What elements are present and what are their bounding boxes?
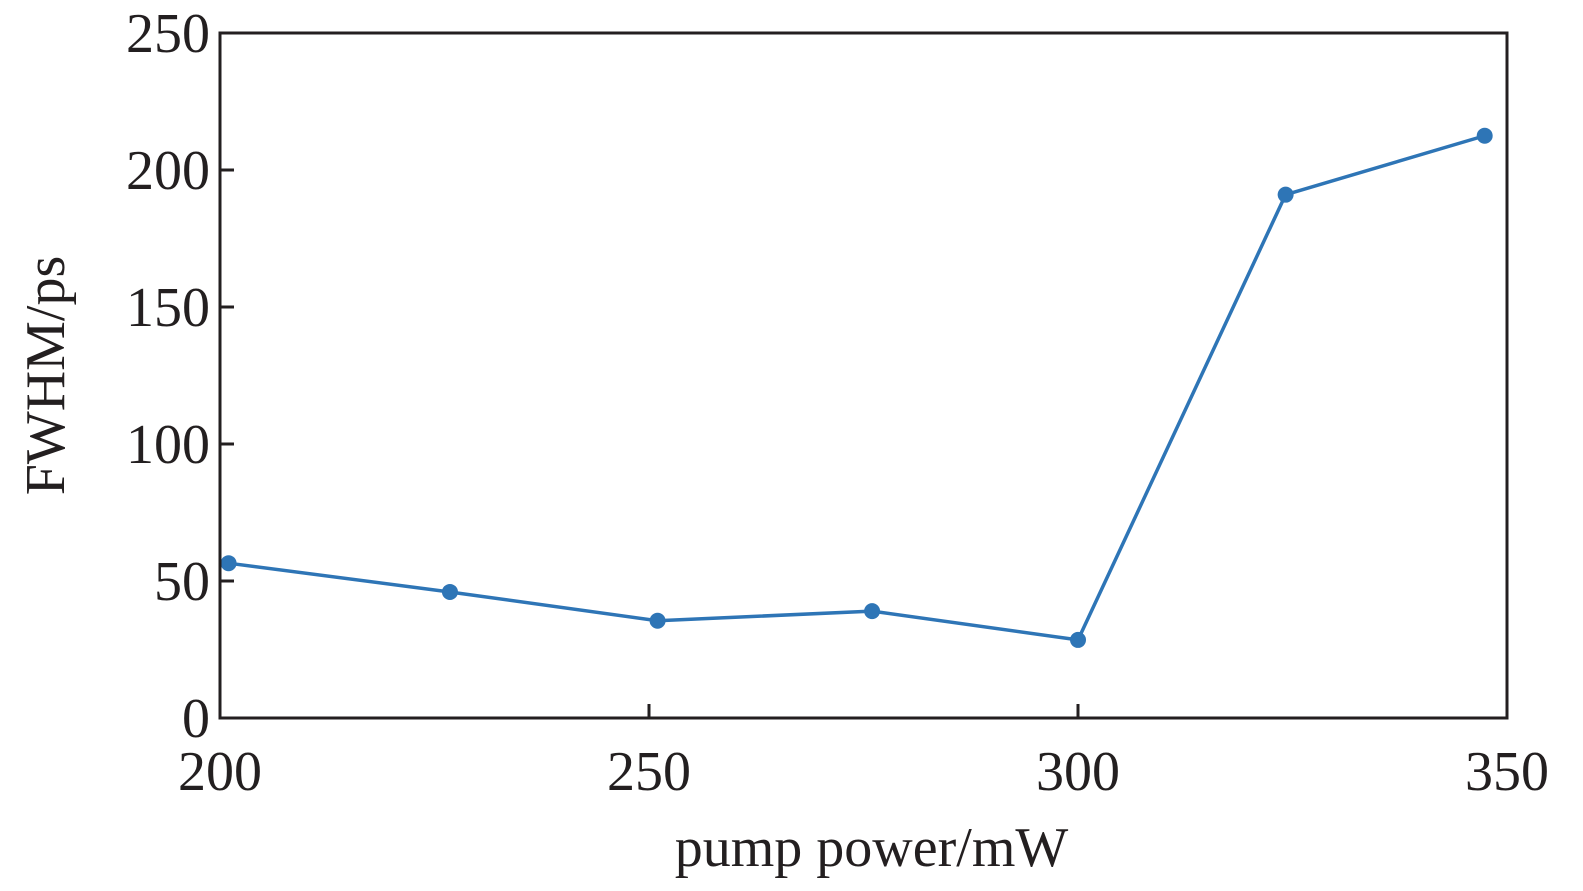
axis-ticks: 200 250 300 350 0 50 100 150 200 250 <box>126 3 1549 803</box>
plot-frame <box>218 31 1509 720</box>
data-point <box>1070 631 1086 648</box>
series-layer <box>220 127 1493 648</box>
y-tick-label: 50 <box>154 551 210 613</box>
y-axis-label: FWHM/ps <box>15 256 77 496</box>
x-tick-label: 350 <box>1465 741 1549 803</box>
data-point <box>1277 186 1294 203</box>
data-point <box>864 603 881 620</box>
x-tick-label: 200 <box>178 741 262 803</box>
x-tick-label: 300 <box>1036 741 1120 803</box>
x-axis-label: pump power/mW <box>675 817 1069 879</box>
x-tick-label: 250 <box>607 741 691 803</box>
y-tick-label: 150 <box>126 277 210 339</box>
y-tick-label: 250 <box>126 3 210 65</box>
data-point <box>1476 127 1493 144</box>
y-tick-label: 100 <box>126 414 210 476</box>
series-line <box>228 134 1486 642</box>
data-point <box>649 612 666 629</box>
data-point <box>441 583 458 600</box>
data-point <box>220 555 237 572</box>
y-tick-label: 0 <box>182 688 210 750</box>
y-tick-label: 200 <box>126 140 210 202</box>
